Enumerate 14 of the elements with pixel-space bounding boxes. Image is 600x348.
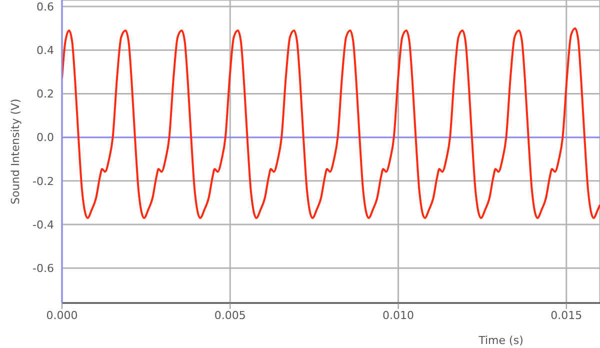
x-tick-label: 0.005 [214,308,246,322]
y-tick-label: 0.6 [36,0,54,14]
y-tick-label: -0.4 [32,218,54,232]
y-tick-label: 0.0 [36,131,54,144]
y-axis-title: Sound Intensity (V) [8,98,22,204]
y-tick-label: -0.2 [32,174,54,188]
y-tick-label: -0.6 [32,262,54,276]
x-tick-label: 0.015 [550,308,582,322]
line-series [62,27,600,219]
x-tick-label: 0.010 [382,308,414,322]
y-tick-label: 0.4 [36,44,54,58]
x-tick-label: 0.000 [46,308,78,322]
x-axis-title: Time (s) [478,334,524,347]
y-tick-label: 0.2 [36,88,54,101]
